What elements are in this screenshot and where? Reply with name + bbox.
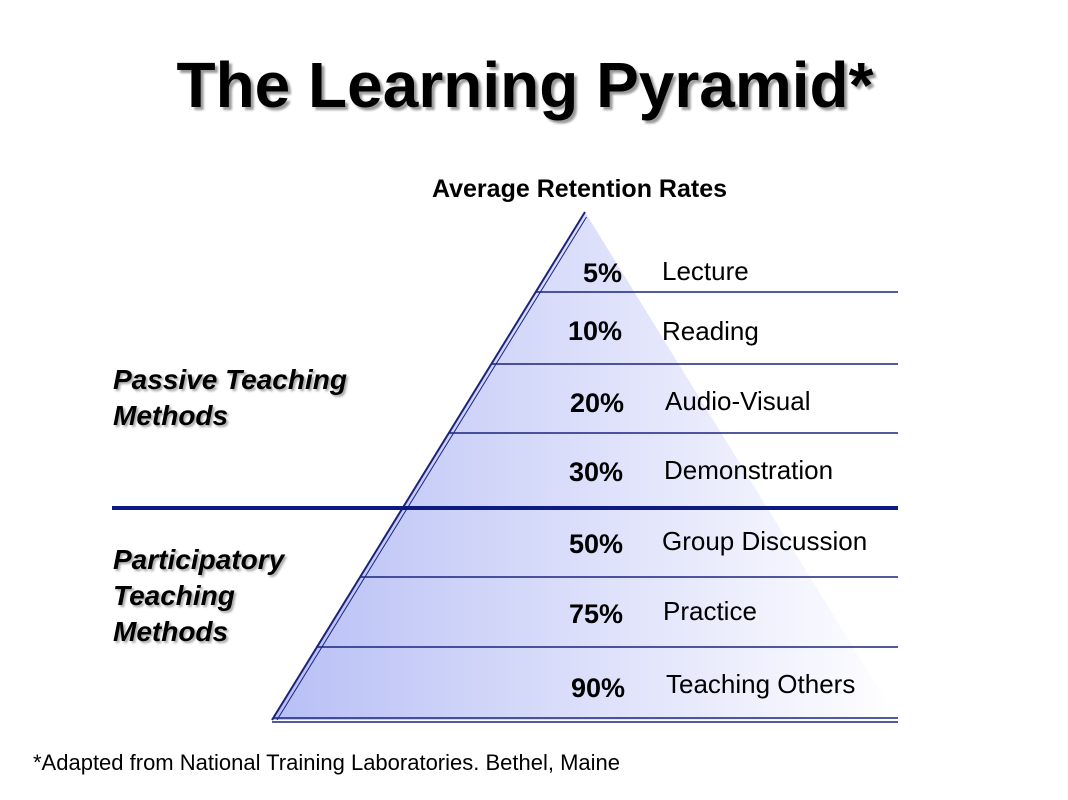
teaching-method-label: Practice bbox=[663, 596, 757, 626]
participatory-label-line: Teaching bbox=[113, 580, 235, 611]
participatory-methods-label: Participatory Teaching Methods bbox=[113, 542, 284, 650]
teaching-method-label: Demonstration bbox=[664, 455, 833, 485]
retention-percent: 75% bbox=[569, 599, 623, 629]
pyramid-left-edge bbox=[276, 216, 587, 721]
pyramid-left-edge bbox=[271, 211, 586, 721]
retention-percent: 20% bbox=[570, 388, 624, 418]
page-title: The Learning Pyramid* bbox=[176, 49, 874, 121]
teaching-method-label: Lecture bbox=[662, 256, 749, 286]
teaching-method-label: Group Discussion bbox=[662, 526, 867, 556]
participatory-label-line: Methods bbox=[113, 616, 229, 647]
passive-methods-label: Passive Teaching Methods bbox=[113, 362, 347, 434]
passive-label-line: Passive Teaching bbox=[113, 364, 347, 395]
teaching-method-label: Reading bbox=[662, 316, 759, 346]
retention-percent: 90% bbox=[571, 673, 625, 703]
retention-percent: 5% bbox=[583, 258, 622, 288]
retention-percent: 30% bbox=[569, 457, 623, 487]
pyramid-shape bbox=[272, 212, 898, 720]
pyramid-rows: 5% Lecture 10% Reading 20% Audio-Visual 30% Dem… bbox=[568, 256, 867, 703]
teaching-method-label: Teaching Others bbox=[666, 669, 855, 699]
retention-percent: 10% bbox=[568, 316, 622, 346]
chart-subtitle: Average Retention Rates bbox=[432, 175, 727, 203]
passive-label-line: Methods bbox=[113, 400, 229, 431]
source-footnote: *Adapted from National Training Laborato… bbox=[33, 750, 621, 775]
teaching-method-label: Audio-Visual bbox=[665, 386, 811, 416]
participatory-label-line: Participatory bbox=[113, 544, 285, 575]
pyramid-edges bbox=[112, 211, 898, 723]
retention-percent: 50% bbox=[569, 529, 623, 559]
